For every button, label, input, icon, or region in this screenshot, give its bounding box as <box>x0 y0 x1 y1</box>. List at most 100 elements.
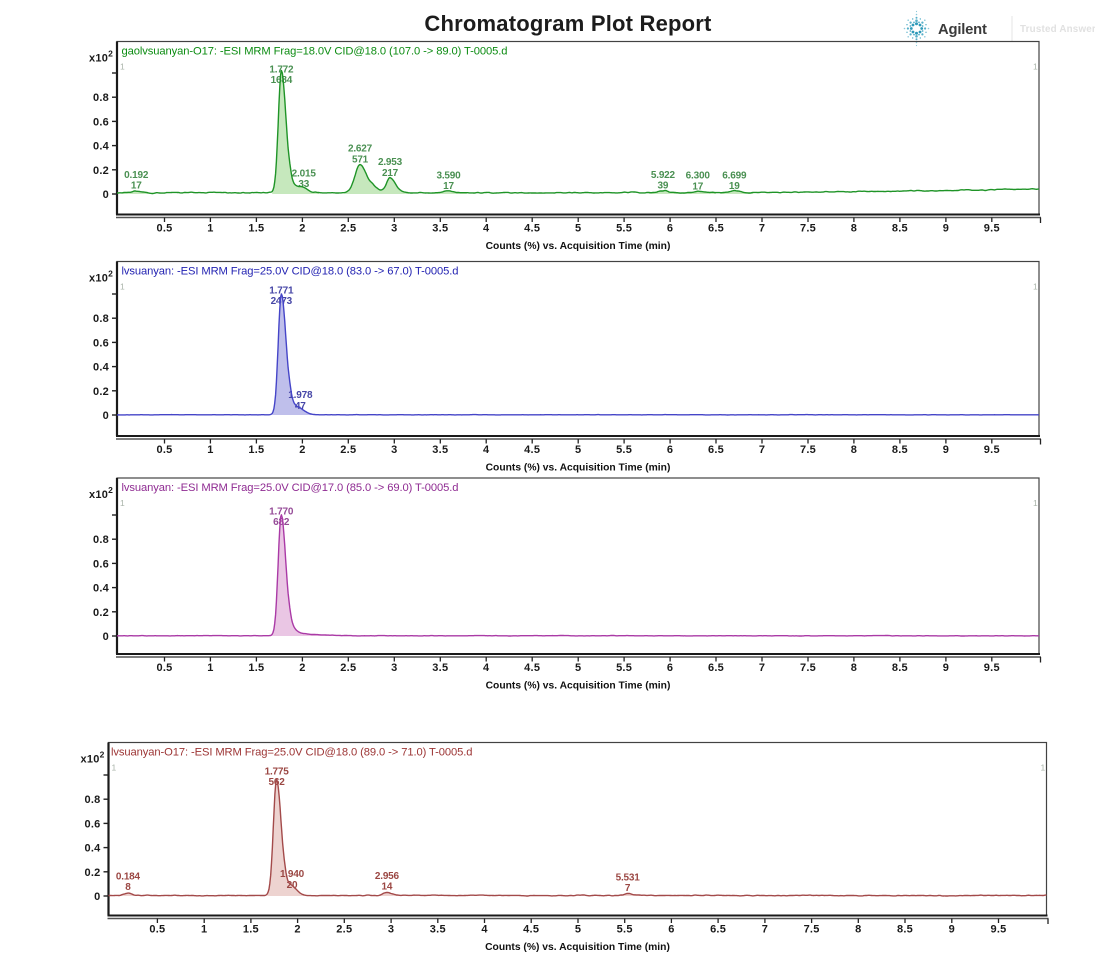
svg-text:2: 2 <box>299 444 305 456</box>
svg-text:47: 47 <box>295 401 306 412</box>
svg-text:8: 8 <box>855 924 861 936</box>
svg-text:4: 4 <box>483 444 490 456</box>
svg-text:0: 0 <box>94 891 100 903</box>
svg-text:1: 1 <box>201 924 207 936</box>
svg-text:Chromatogram Plot Report: Chromatogram Plot Report <box>424 11 712 36</box>
svg-text:x102: x102 <box>89 49 113 65</box>
svg-text:0: 0 <box>103 410 109 422</box>
svg-text:1: 1 <box>1033 282 1038 292</box>
svg-text:Trusted Answers: Trusted Answers <box>1020 24 1095 35</box>
svg-text:682: 682 <box>273 517 290 528</box>
svg-text:4: 4 <box>481 924 488 936</box>
svg-text:7.5: 7.5 <box>804 924 820 936</box>
svg-text:7: 7 <box>625 883 631 894</box>
svg-text:4.5: 4.5 <box>524 662 540 674</box>
svg-text:5: 5 <box>575 662 581 674</box>
svg-text:6.5: 6.5 <box>708 662 724 674</box>
svg-text:1.770: 1.770 <box>269 507 294 518</box>
svg-text:3: 3 <box>391 662 397 674</box>
svg-text:6.300: 6.300 <box>686 171 711 182</box>
svg-text:5.5: 5.5 <box>616 223 632 235</box>
svg-text:6.5: 6.5 <box>710 924 726 936</box>
svg-text:0.8: 0.8 <box>84 794 100 806</box>
svg-text:5.5: 5.5 <box>616 662 632 674</box>
svg-text:8: 8 <box>851 223 857 235</box>
svg-text:1: 1 <box>112 763 117 773</box>
svg-text:0.8: 0.8 <box>93 92 109 104</box>
svg-text:1: 1 <box>207 444 213 456</box>
svg-text:Counts (%) vs. Acquisition Tim: Counts (%) vs. Acquisition Time (min) <box>485 942 670 953</box>
svg-text:4.5: 4.5 <box>524 444 540 456</box>
svg-text:5.531: 5.531 <box>616 872 641 883</box>
svg-text:3: 3 <box>391 223 397 235</box>
svg-text:0.2: 0.2 <box>93 607 109 619</box>
svg-text:4: 4 <box>483 662 490 674</box>
svg-text:0.6: 0.6 <box>93 337 109 349</box>
svg-text:0.4: 0.4 <box>93 362 110 374</box>
svg-text:9: 9 <box>949 924 955 936</box>
svg-text:Agilent: Agilent <box>938 22 987 38</box>
svg-text:1.775: 1.775 <box>265 767 290 778</box>
svg-text:2.627: 2.627 <box>348 144 373 155</box>
svg-text:0.8: 0.8 <box>93 534 109 546</box>
svg-text:0.6: 0.6 <box>84 818 100 830</box>
svg-text:17: 17 <box>443 181 454 192</box>
svg-text:1: 1 <box>120 498 125 508</box>
svg-text:Counts (%) vs. Acquisition Tim: Counts (%) vs. Acquisition Time (min) <box>486 681 671 692</box>
svg-text:6: 6 <box>667 223 673 235</box>
svg-text:5.922: 5.922 <box>651 170 676 181</box>
svg-text:2473: 2473 <box>271 296 293 307</box>
svg-text:7.5: 7.5 <box>800 444 816 456</box>
svg-text:0.2: 0.2 <box>93 386 109 398</box>
svg-text:2.5: 2.5 <box>340 444 356 456</box>
svg-text:5.5: 5.5 <box>616 444 632 456</box>
svg-text:1: 1 <box>1033 62 1038 72</box>
svg-text:1.5: 1.5 <box>248 223 264 235</box>
svg-text:6: 6 <box>667 662 673 674</box>
svg-text:2.956: 2.956 <box>375 871 400 882</box>
svg-text:2.953: 2.953 <box>378 157 403 168</box>
svg-text:571: 571 <box>352 154 369 165</box>
svg-text:4.5: 4.5 <box>523 924 539 936</box>
svg-text:5.5: 5.5 <box>617 924 633 936</box>
svg-text:1.5: 1.5 <box>243 924 259 936</box>
svg-text:0.5: 0.5 <box>156 223 172 235</box>
svg-text:1: 1 <box>120 282 125 292</box>
svg-text:Counts (%) vs. Acquisition Tim: Counts (%) vs. Acquisition Time (min) <box>486 463 671 474</box>
svg-text:1: 1 <box>207 662 213 674</box>
svg-text:6.699: 6.699 <box>722 170 747 181</box>
svg-text:x102: x102 <box>89 485 113 501</box>
svg-text:3.590: 3.590 <box>436 170 461 181</box>
svg-text:9.5: 9.5 <box>984 662 1000 674</box>
svg-text:0: 0 <box>103 631 109 643</box>
svg-text:1684: 1684 <box>271 75 293 86</box>
svg-text:0.5: 0.5 <box>156 444 172 456</box>
svg-text:4.5: 4.5 <box>524 223 540 235</box>
svg-text:2.5: 2.5 <box>340 662 356 674</box>
svg-text:17: 17 <box>692 182 703 193</box>
svg-text:2.015: 2.015 <box>292 168 317 179</box>
svg-text:9: 9 <box>943 444 949 456</box>
svg-text:7.5: 7.5 <box>800 662 816 674</box>
svg-text:7.5: 7.5 <box>800 223 816 235</box>
svg-text:4: 4 <box>483 223 490 235</box>
svg-text:9.5: 9.5 <box>984 444 1000 456</box>
svg-text:5: 5 <box>575 444 581 456</box>
svg-text:2: 2 <box>299 662 305 674</box>
svg-text:2: 2 <box>294 924 300 936</box>
svg-text:8.5: 8.5 <box>892 223 908 235</box>
svg-text:lvsuanyan: -ESI MRM Frag=25.0V: lvsuanyan: -ESI MRM Frag=25.0V CID@18.0 … <box>122 266 459 278</box>
svg-text:0.8: 0.8 <box>93 313 109 325</box>
svg-text:2: 2 <box>299 223 305 235</box>
svg-text:0.4: 0.4 <box>84 843 101 855</box>
svg-text:0.6: 0.6 <box>93 116 109 128</box>
svg-text:7: 7 <box>762 924 768 936</box>
svg-text:1.940: 1.940 <box>280 869 305 880</box>
svg-text:19: 19 <box>729 181 740 192</box>
svg-text:3.5: 3.5 <box>432 223 448 235</box>
svg-text:33: 33 <box>298 179 309 190</box>
svg-text:gaolvsuanyan-O17: -ESI MRM Fra: gaolvsuanyan-O17: -ESI MRM Frag=18.0V CI… <box>122 46 508 58</box>
svg-text:3: 3 <box>388 924 394 936</box>
svg-text:2.5: 2.5 <box>336 924 352 936</box>
svg-text:6: 6 <box>667 444 673 456</box>
